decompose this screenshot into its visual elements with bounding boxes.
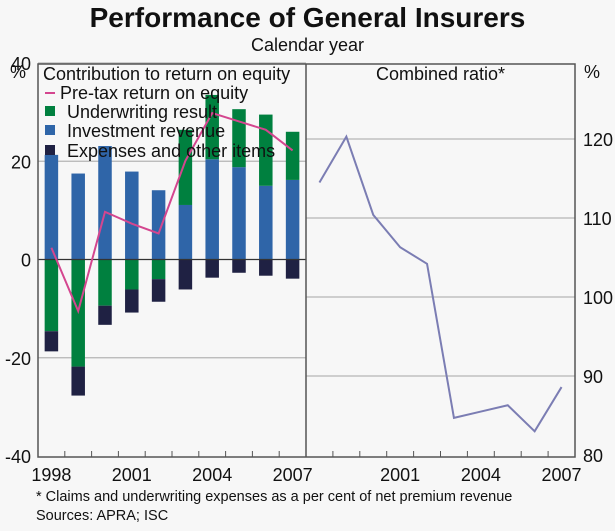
legend-swatch-investment [45,125,55,135]
legend-label: Underwriting result [67,102,217,122]
bar-investment [125,171,139,260]
bar-expenses [151,279,166,302]
legend-label: Expenses and other items [67,141,275,161]
left-y-tick-label: -40 [5,447,31,467]
legend-swatch-underwriting [45,106,55,116]
bar-investment [151,190,166,260]
bar-expenses [98,305,112,325]
bar-investment [98,146,112,260]
legend-label: Pre-tax return on equity [60,83,248,103]
left-axis-unit: % [10,62,27,82]
bar-expenses [259,259,273,276]
right-y-tick-label: 120 [583,130,613,150]
left-y-tick-label: 40 [11,54,31,74]
line-combined-ratio [318,134,563,433]
bar-investment [44,154,59,260]
bar-investment [259,185,273,260]
right-y-tick-label: 100 [583,288,613,308]
left-panel-title: Contribution to return on equity [43,64,290,84]
footnote: * Claims and underwriting expenses as a … [36,489,513,505]
bar-expenses [178,259,193,290]
bar-underwriting [44,259,59,332]
right-y-tick-label: 90 [583,367,603,387]
bar-expenses [205,259,219,278]
chart-subtitle: Calendar year [250,35,365,55]
right-panel-title: Combined ratio* [376,64,505,84]
bar-underwriting [232,109,246,168]
bar-underwriting [151,259,166,280]
line-pre-tax-roe [50,111,294,315]
left-y-tick-label: -20 [5,349,31,369]
bar-underwriting [285,131,300,180]
right-x-tick-label: 2004 [461,465,501,485]
right-y-tick-label: 80 [583,446,603,466]
bar-investment [71,173,85,260]
bar-expenses [232,259,246,273]
bar-investment [232,167,246,260]
bar-investment [205,159,219,260]
legend-label: Investment revenue [67,121,225,141]
right-y-tick-label: 110 [583,209,612,229]
bar-underwriting [125,259,139,290]
left-y-tick-label: 20 [11,152,31,172]
bar-investment [178,204,193,260]
left-x-tick-label: 1998 [31,465,71,485]
left-x-tick-label: 2004 [192,465,232,485]
chart-title: Performance of General Insurers [89,2,526,33]
right-axis-unit: % [584,62,601,82]
bar-investment [285,179,300,260]
left-y-tick-label: 0 [21,251,31,271]
bar-expenses [71,366,85,396]
sources-note: Sources: APRA; ISC [36,508,169,524]
bar-expenses [44,331,59,352]
bar-expenses [285,259,300,279]
bar-underwriting [205,94,219,160]
bar-underwriting [98,259,112,306]
bar-underwriting [178,129,193,205]
right-x-tick-label: 2001 [380,465,420,485]
left-x-tick-label: 2001 [112,465,152,485]
legend-swatch-expenses [45,145,55,155]
bar-expenses [125,289,139,313]
right-x-tick-label: 2007 [542,465,582,485]
left-x-tick-label: 2007 [273,465,313,485]
